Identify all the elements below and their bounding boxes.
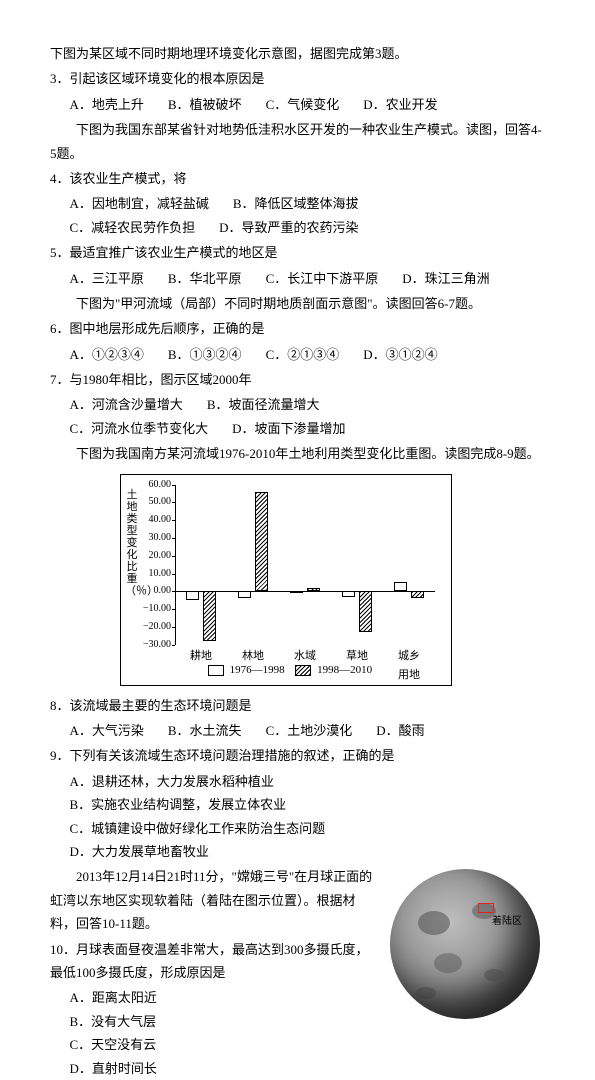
ytick: −30.00 <box>131 636 171 654</box>
q45-stem: 下图为我国东部某省针对地势低洼积水区开发的一种农业生产模式。读图，回答4-5题。 <box>50 118 545 165</box>
q4-opt-c[interactable]: C．减轻农民劳作负担 <box>70 216 196 239</box>
q6-opt-c[interactable]: C．②①③④ <box>266 343 340 366</box>
moon-figure: 着陆区 <box>385 869 545 1019</box>
bar <box>255 492 268 592</box>
q3-stem: 下图为某区域不同时期地理环境变化示意图，据图完成第3题。 <box>50 42 545 65</box>
legend-swatch-1 <box>208 665 224 676</box>
q7-opt-c[interactable]: C．河流水位季节变化大 <box>70 417 209 440</box>
q67-stem: 下图为"甲河流域（局部）不同时期地质剖面示意图"。读图回答6-7题。 <box>50 292 545 315</box>
q8-opt-c[interactable]: C．土地沙漠化 <box>266 719 353 742</box>
q9-opt-d[interactable]: D．大力发展草地畜牧业 <box>70 840 546 863</box>
ytick: −20.00 <box>131 618 171 636</box>
q7-opt-b[interactable]: B．坡面径流量增大 <box>207 393 320 416</box>
q9-opt-c[interactable]: C．城镇建设中做好绿化工作来防治生态问题 <box>70 817 546 840</box>
legend-label-1: 1976—1998 <box>230 664 285 676</box>
q4-opt-a[interactable]: A．因地制宜，减轻盐碱 <box>70 192 209 215</box>
bar <box>203 591 216 641</box>
q4-opt-d[interactable]: D．导致严重的农药污染 <box>219 216 358 239</box>
ytick: 0.00 <box>131 582 171 600</box>
q4-prompt: 4．该农业生产模式，将 <box>50 167 545 190</box>
ytick: 40.00 <box>131 511 171 529</box>
q5-opt-a[interactable]: A．三江平原 <box>70 267 144 290</box>
q7-opt-d[interactable]: D．坡面下渗量增加 <box>232 417 345 440</box>
q8-prompt: 8．该流域最主要的生态环境问题是 <box>50 694 545 717</box>
q7-opt-a[interactable]: A．河流含沙量增大 <box>70 393 183 416</box>
moon-image: 着陆区 <box>390 869 540 1019</box>
ytick: 10.00 <box>131 565 171 583</box>
q8-opt-d[interactable]: D．酸雨 <box>376 719 424 742</box>
legend-label-2: 1998—2010 <box>317 664 372 676</box>
q8-opt-a[interactable]: A．大气污染 <box>70 719 144 742</box>
q5-opt-d[interactable]: D．珠江三角洲 <box>402 267 489 290</box>
landing-marker <box>478 903 494 913</box>
q6-prompt: 6．图中地层形成先后顺序，正确的是 <box>50 317 545 340</box>
bar <box>342 591 355 596</box>
q9-opt-b[interactable]: B．实施农业结构调整，发展立体农业 <box>70 793 546 816</box>
q4-opt-b[interactable]: B．降低区域整体海拔 <box>233 192 359 215</box>
q89-stem: 下图为我国南方某河流域1976-2010年土地利用类型变化比重图。读图完成8-9… <box>50 442 545 465</box>
q6-opt-d[interactable]: D．③①②④ <box>363 343 437 366</box>
ytick: 20.00 <box>131 547 171 565</box>
chart-plot-area: −30.00−20.00−10.000.0010.0020.0030.0040.… <box>175 485 435 645</box>
ytick: 30.00 <box>131 529 171 547</box>
q9-opt-a[interactable]: A．退耕还林，大力发展水稻种植业 <box>70 770 546 793</box>
bar <box>290 591 303 593</box>
ytick: 60.00 <box>131 476 171 494</box>
legend-swatch-2 <box>295 665 311 676</box>
q10-opt-c[interactable]: C．天空没有云 <box>70 1033 546 1056</box>
q9-prompt: 9．下列有关该流域生态环境问题治理措施的叙述，正确的是 <box>50 744 545 767</box>
landuse-chart: 土地类型变化比重（％） −30.00−20.00−10.000.0010.002… <box>120 474 452 686</box>
bar <box>359 591 372 632</box>
q7-prompt: 7．与1980年相比，图示区域2000年 <box>50 368 545 391</box>
q5-prompt: 5．最适宜推广该农业生产模式的地区是 <box>50 241 545 264</box>
q3-opt-c[interactable]: C．气候变化 <box>266 93 340 116</box>
bar <box>186 591 199 600</box>
q6-opt-a[interactable]: A．①②③④ <box>70 343 144 366</box>
chart-legend: 1976—1998 1998—2010 <box>121 661 451 681</box>
q3-opt-a[interactable]: A．地壳上升 <box>70 93 144 116</box>
bar <box>307 588 320 592</box>
bar <box>394 582 407 591</box>
q3-prompt: 3．引起该区域环境变化的根本原因是 <box>50 67 545 90</box>
landing-label: 着陆区 <box>492 913 522 931</box>
ytick: 50.00 <box>131 493 171 511</box>
q3-opt-b[interactable]: B．植被破坏 <box>168 93 242 116</box>
q5-opt-c[interactable]: C．长江中下游平原 <box>266 267 379 290</box>
bar <box>238 591 251 598</box>
q8-opt-b[interactable]: B．水土流失 <box>168 719 242 742</box>
q5-opt-b[interactable]: B．华北平原 <box>168 267 242 290</box>
ytick: −10.00 <box>131 600 171 618</box>
q3-opt-d[interactable]: D．农业开发 <box>363 93 437 116</box>
bar <box>411 591 424 598</box>
q6-opt-b[interactable]: B．①③②④ <box>168 343 242 366</box>
q10-opt-d[interactable]: D．直射时间长 <box>70 1057 546 1080</box>
